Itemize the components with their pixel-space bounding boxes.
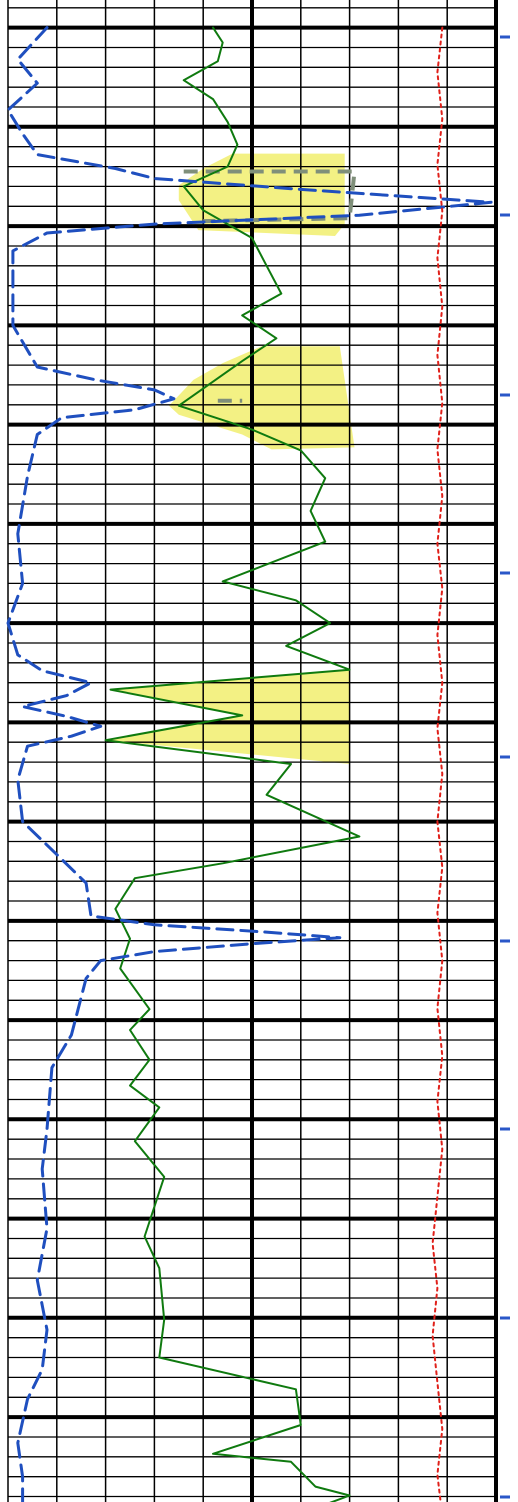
shaded-interval-1 bbox=[178, 153, 345, 236]
resistivity-curve bbox=[6, 26, 493, 1502]
shaded-interval-3 bbox=[105, 669, 350, 764]
curve-layer bbox=[6, 26, 493, 1502]
caliper-curve bbox=[431, 26, 444, 1502]
depth-grid bbox=[7, 0, 498, 1502]
depth-tick-marks bbox=[500, 35, 510, 1499]
gamma-ray-curve bbox=[104, 26, 361, 1502]
